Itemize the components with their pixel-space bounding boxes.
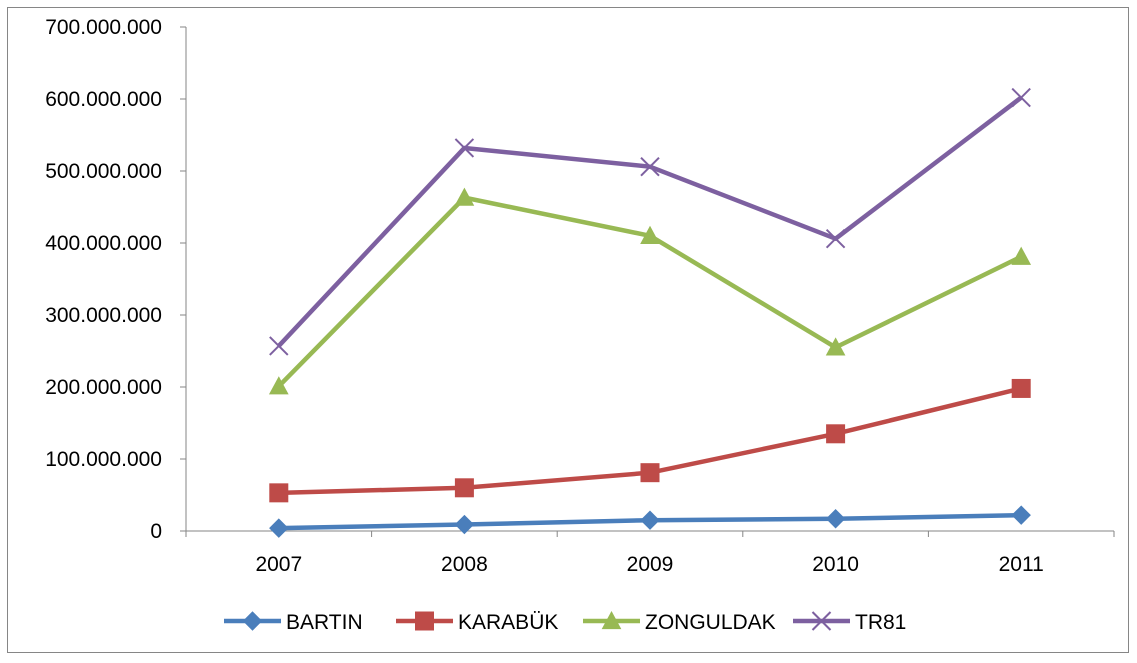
data-point-tr81	[1011, 87, 1031, 108]
data-point-karab-k	[454, 478, 474, 498]
marker-stroke	[640, 156, 660, 177]
data-point-zonguldak	[268, 376, 289, 395]
y-tick-label: 200.000.000	[45, 376, 162, 399]
y-tick-label: 700.000.000	[45, 16, 162, 39]
series-karab-k	[269, 378, 1031, 503]
x-tick-label: 2007	[255, 553, 302, 576]
data-point-tr81	[269, 336, 289, 356]
axes: 0 100.000.000 200.000.000 300.000.000 400.00…	[45, 16, 1115, 576]
data-point-bartin	[640, 510, 660, 530]
legend-label: ZONGULDAK	[645, 611, 776, 634]
data-point-zonguldak	[640, 225, 660, 244]
data-point-bartin	[269, 518, 289, 538]
y-tick-label: 0	[150, 520, 162, 543]
legend-swatch-marker	[601, 610, 622, 630]
y-tick-label: 400.000.000	[45, 232, 162, 255]
x-tick-label: 2008	[441, 553, 488, 576]
marker-stroke	[825, 228, 846, 249]
legend-label: TR81	[855, 611, 906, 634]
marker-stroke	[811, 611, 832, 631]
series-zonguldak	[268, 187, 1032, 395]
series-tr81	[269, 87, 1031, 356]
marker-stroke	[269, 336, 289, 356]
legend-item-zonguldak: ZONGULDAK	[583, 610, 776, 634]
legend: BARTIN KARABÜK ZONGULDAK TR81	[224, 610, 906, 634]
data-point-bartin	[454, 514, 475, 535]
data-point-bartin	[1011, 505, 1031, 525]
series-lines	[268, 87, 1032, 538]
y-tick-label: 600.000.000	[45, 88, 162, 111]
data-point-tr81	[454, 138, 475, 158]
y-tick-label: 500.000.000	[45, 160, 162, 183]
legend-swatch-marker	[242, 611, 263, 631]
marker-stroke	[1011, 87, 1031, 108]
y-tick-label: 300.000.000	[45, 304, 162, 327]
legend-swatch-marker	[811, 611, 832, 631]
legend-label: KARABÜK	[458, 611, 558, 634]
data-point-karab-k	[640, 463, 660, 483]
data-point-tr81	[825, 228, 846, 249]
y-tick-label: 100.000.000	[45, 448, 162, 471]
data-point-zonguldak	[825, 337, 846, 356]
legend-swatch-marker	[415, 611, 434, 631]
data-point-karab-k	[826, 424, 846, 444]
x-tick-label: 2010	[812, 553, 859, 576]
data-point-karab-k	[1011, 378, 1031, 398]
chart-frame	[7, 7, 1129, 653]
x-tick-label: 2011	[999, 553, 1044, 576]
x-tick-label: 2009	[627, 553, 674, 576]
marker-stroke	[454, 138, 475, 158]
data-point-karab-k	[269, 483, 289, 503]
legend-item-karab-k: KARABÜK	[396, 611, 558, 634]
data-point-bartin	[825, 509, 846, 529]
legend-item-bartin: BARTIN	[224, 611, 363, 634]
data-point-tr81	[640, 156, 660, 177]
legend-label: BARTIN	[286, 611, 363, 634]
legend-item-tr81: TR81	[793, 611, 906, 634]
data-point-zonguldak	[454, 187, 475, 206]
series-bartin	[269, 505, 1031, 538]
data-point-zonguldak	[1011, 246, 1032, 265]
